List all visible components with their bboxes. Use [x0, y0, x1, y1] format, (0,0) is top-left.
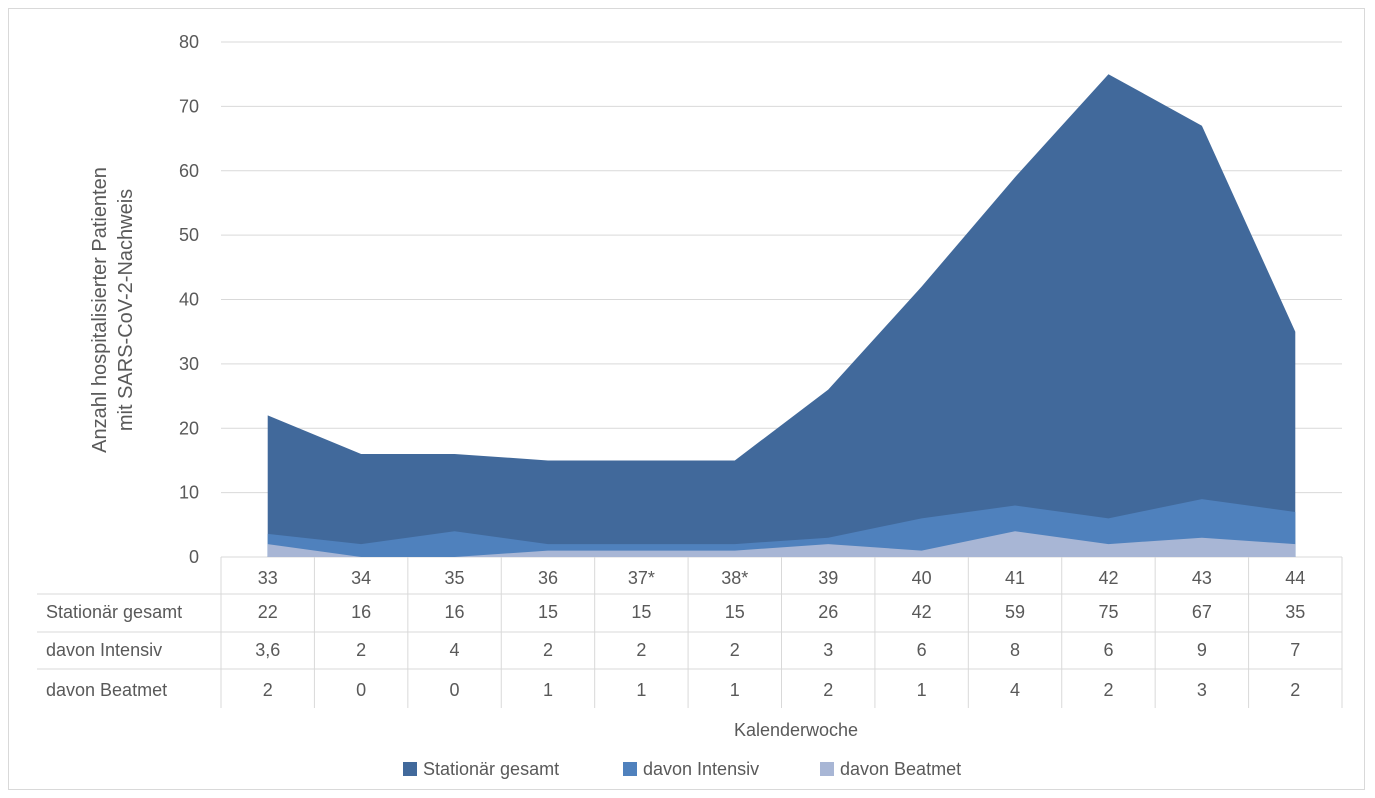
table-cell: 2: [356, 640, 366, 660]
legend-label: davon Intensiv: [643, 759, 759, 779]
table-cell: 3,6: [255, 640, 280, 660]
table-cell: 6: [1103, 640, 1113, 660]
x-tick-label: 40: [912, 568, 932, 588]
table-cell: 2: [730, 640, 740, 660]
table-cell: 7: [1290, 640, 1300, 660]
x-tick-label: 41: [1005, 568, 1025, 588]
table-cell: 15: [725, 602, 745, 622]
y-tick-0: 0: [189, 547, 199, 567]
table-cell: 35: [1285, 602, 1305, 622]
table-cell: 0: [450, 680, 460, 700]
table-cell: 2: [636, 640, 646, 660]
table-cell: 16: [351, 602, 371, 622]
legend-label: davon Beatmet: [840, 759, 961, 779]
x-axis-label: Kalenderwoche: [734, 720, 858, 740]
table-cell: 6: [917, 640, 927, 660]
y-tick-40: 40: [179, 290, 199, 310]
table-cell: 0: [356, 680, 366, 700]
table-cell: 3: [823, 640, 833, 660]
table-cell: 1: [730, 680, 740, 700]
y-axis-ticks: 0 10 20 30 40 50 60 70 80: [179, 32, 199, 567]
table-cell: 67: [1192, 602, 1212, 622]
table-cell: 42: [912, 602, 932, 622]
table-row-label: davon Intensiv: [46, 640, 162, 660]
table-cell: 2: [1290, 680, 1300, 700]
table-cell: 22: [258, 602, 278, 622]
y-axis-label-line-1: Anzahl hospitalisierter Patienten: [89, 167, 111, 453]
y-tick-60: 60: [179, 161, 199, 181]
legend-swatch: [403, 762, 417, 776]
table-cell: 1: [636, 680, 646, 700]
table-cell: 2: [1103, 680, 1113, 700]
table-cell: 2: [823, 680, 833, 700]
legend-swatch: [820, 762, 834, 776]
table-cell: 3: [1197, 680, 1207, 700]
x-tick-label: 36: [538, 568, 558, 588]
x-tick-label: 33: [258, 568, 278, 588]
y-axis-label: Anzahl hospitalisierter Patienten mit SA…: [89, 167, 137, 453]
table-cell: 1: [917, 680, 927, 700]
area-station-r-gesamt: [267, 74, 1296, 557]
table-cell: 1: [543, 680, 553, 700]
area-davon-beatmet: [267, 531, 1296, 557]
table-cell: 15: [631, 602, 651, 622]
x-tick-label: 35: [445, 568, 465, 588]
table-cell: 75: [1098, 602, 1118, 622]
table-cell: 9: [1197, 640, 1207, 660]
y-axis-label-line-2: mit SARS-CoV-2-Nachweis: [115, 189, 137, 431]
x-tick-label: 39: [818, 568, 838, 588]
x-tick-label: 34: [351, 568, 371, 588]
table-cell: 4: [1010, 680, 1020, 700]
table-cell: 4: [450, 640, 460, 660]
table-row-label: Stationär gesamt: [46, 602, 182, 622]
legend: Stationär gesamt davon Intensiv davon Beat…: [403, 759, 961, 779]
y-tick-70: 70: [179, 96, 199, 116]
table-cell: 2: [263, 680, 273, 700]
table-cell: 26: [818, 602, 838, 622]
y-tick-80: 80: [179, 32, 199, 52]
x-tick-label: 43: [1192, 568, 1212, 588]
y-tick-50: 50: [179, 225, 199, 245]
table-cell: 15: [538, 602, 558, 622]
x-tick-label: 37*: [628, 568, 655, 588]
legend-label: Stationär gesamt: [423, 759, 559, 779]
y-tick-20: 20: [179, 418, 199, 438]
x-tick-label: 44: [1285, 568, 1305, 588]
legend-swatch: [623, 762, 637, 776]
table-cell: 16: [445, 602, 465, 622]
y-tick-10: 10: [179, 483, 199, 503]
table-row-label: davon Beatmet: [46, 680, 167, 700]
x-tick-label: 42: [1098, 568, 1118, 588]
area-series: [267, 74, 1296, 557]
y-tick-30: 30: [179, 354, 199, 374]
table-cell: 2: [543, 640, 553, 660]
x-tick-label: 38*: [721, 568, 748, 588]
table-cell: 59: [1005, 602, 1025, 622]
table-cell: 8: [1010, 640, 1020, 660]
